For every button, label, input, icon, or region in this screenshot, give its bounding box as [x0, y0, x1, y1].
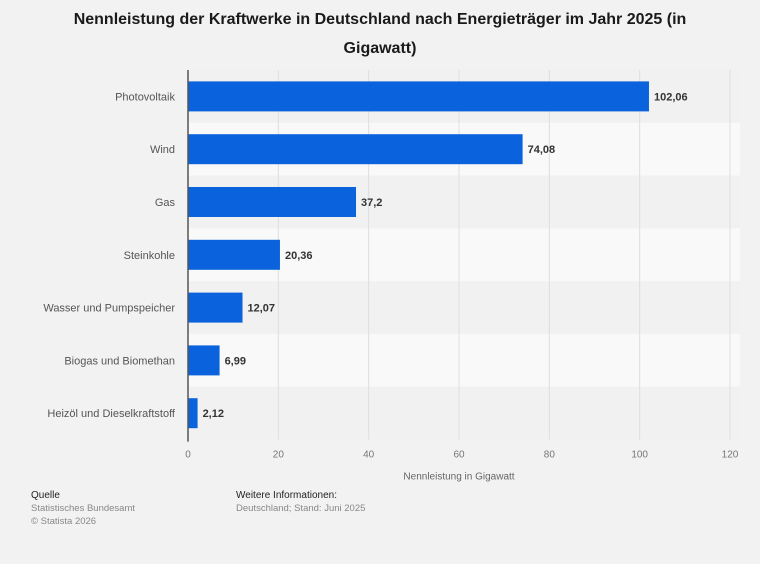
value-label: 12,07	[248, 303, 276, 315]
value-label: 37,2	[361, 197, 382, 209]
bar[interactable]	[188, 239, 280, 270]
x-tick-label: 0	[185, 450, 191, 461]
category-label: Gas	[155, 197, 176, 209]
value-label: 20,36	[285, 250, 313, 262]
info-block: Weitere Informationen: Deutschland; Stan…	[236, 489, 365, 515]
source-block: Quelle Statistisches Bundesamt © Statist…	[31, 489, 135, 528]
x-tick-label: 120	[722, 450, 739, 461]
info-heading: Weitere Informationen:	[236, 490, 337, 501]
bar[interactable]	[188, 81, 649, 112]
info-text: Deutschland; Stand: Juni 2025	[236, 503, 366, 514]
category-label: Wind	[150, 144, 175, 156]
row-band	[188, 334, 740, 387]
source-name[interactable]: Statistisches Bundesamt	[31, 503, 136, 514]
category-label: Wasser und Pumpspeicher	[43, 303, 175, 315]
chart-title: Nennleistung der Kraftwerke in Deutschla…	[73, 11, 687, 57]
category-label: Photovoltaik	[115, 91, 175, 103]
row-band	[188, 386, 740, 440]
bar[interactable]	[188, 187, 357, 217]
category-label: Heizöl und Dieselkraftstoff	[47, 408, 176, 420]
bar[interactable]	[188, 398, 198, 429]
bar[interactable]	[188, 134, 523, 165]
bar[interactable]	[188, 292, 243, 323]
row-band	[188, 281, 740, 334]
x-tick-label: 20	[273, 450, 285, 461]
x-tick-label: 40	[363, 450, 375, 461]
x-tick-label: 80	[544, 450, 556, 461]
category-label: Steinkohle	[124, 250, 175, 262]
value-label: 2,12	[203, 408, 224, 420]
bar[interactable]	[188, 345, 220, 376]
category-label: Biogas und Biomethan	[64, 355, 175, 367]
value-label: 74,08	[528, 144, 556, 156]
x-tick-label: 100	[631, 450, 648, 461]
value-label: 6,99	[225, 355, 246, 367]
copyright: © Statista 2026	[31, 516, 97, 527]
source-heading: Quelle	[31, 490, 60, 501]
value-label: 102,06	[654, 91, 688, 103]
x-axis-title: Nennleistung in Gigawatt	[403, 472, 514, 483]
x-tick-label: 60	[453, 450, 465, 461]
row-band	[188, 228, 740, 282]
